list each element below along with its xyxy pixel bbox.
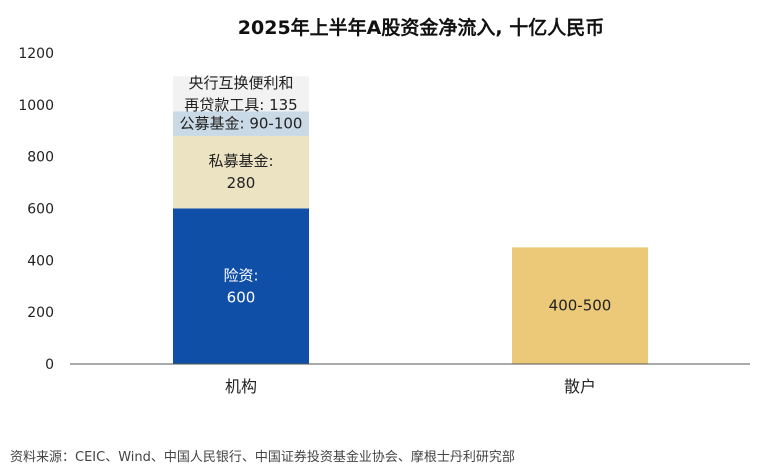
x-axis: 机构 散户 bbox=[70, 363, 750, 396]
segment-label: 280 bbox=[227, 174, 256, 192]
y-tick-label: 1200 bbox=[18, 46, 54, 62]
y-axis: 0 200 400 600 800 1000 1200 bbox=[18, 46, 54, 373]
y-tick-label: 1000 bbox=[18, 98, 54, 114]
x-category-label: 散户 bbox=[564, 377, 596, 396]
x-category-label: 机构 bbox=[225, 377, 257, 396]
y-tick-label: 800 bbox=[27, 150, 54, 166]
chart-title: 2025年上半年A股资金净流入, 十亿人民币 bbox=[238, 16, 604, 39]
bar-segment bbox=[173, 135, 309, 209]
segment-label: 公募基金: 90-100 bbox=[180, 115, 303, 133]
segment-label: 400-500 bbox=[549, 297, 612, 315]
y-tick-label: 200 bbox=[27, 305, 54, 321]
y-tick-label: 400 bbox=[27, 253, 54, 269]
source-note: 资料来源：CEIC、Wind、中国人民银行、中国证券投资基金业协会、摩根士丹利研… bbox=[10, 450, 515, 465]
y-tick-label: 0 bbox=[45, 357, 54, 373]
bar-segment bbox=[173, 111, 309, 136]
segment-label: 再贷款工具: 135 bbox=[184, 96, 297, 114]
bar-segment bbox=[173, 208, 309, 364]
segment-label: 私募基金: bbox=[208, 152, 273, 170]
bar-segment bbox=[173, 76, 309, 112]
segment-labels: 险资: 600 私募基金: 280 公募基金: 90-100 央行互换便利和再贷款工具: … bbox=[180, 74, 612, 315]
segment-label: 央行互换便利和 bbox=[188, 74, 293, 92]
y-tick-label: 600 bbox=[27, 202, 54, 218]
stacked-bar-chart: 2025年上半年A股资金净流入, 十亿人民币 0 200 400 600 800 1000… bbox=[18, 16, 750, 396]
bars bbox=[173, 76, 648, 364]
segment-label: 600 bbox=[227, 288, 256, 306]
segment-label: 险资: bbox=[223, 266, 258, 284]
bar-segment bbox=[512, 247, 648, 364]
